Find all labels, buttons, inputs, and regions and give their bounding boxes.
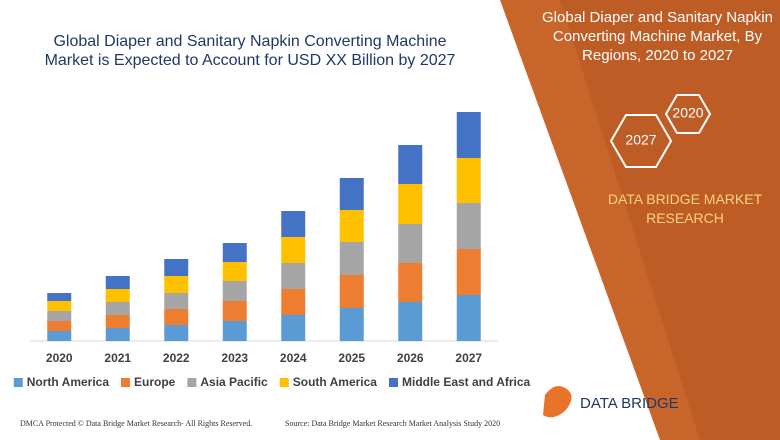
bar-segment: [281, 289, 306, 315]
panel-title: Global Diaper and Sanitary Napkin Conver…: [542, 9, 773, 64]
bar-segment: [105, 289, 130, 302]
hexagon-label: 2020: [672, 105, 703, 121]
bar-segment: [398, 263, 423, 302]
logo-icon: [543, 386, 572, 418]
bar-segment: [164, 309, 189, 325]
x-tick-label: 2023: [221, 351, 248, 365]
bar-segment: [164, 293, 189, 309]
legend-swatch: [13, 378, 23, 387]
bar-segment: [164, 276, 189, 293]
bar-segment: [47, 301, 72, 311]
bar-segment: [47, 321, 72, 331]
x-tick-label: 2024: [280, 351, 307, 365]
bar-segment: [456, 112, 481, 158]
bar-segment: [105, 302, 130, 315]
hexagon: [664, 94, 712, 134]
logo-text: DATA BRIDGE: [580, 395, 679, 412]
bar-segment: [164, 259, 189, 276]
chart-title: Global Diaper and Sanitary Napkin Conver…: [44, 33, 456, 69]
brand: DATA BRIDGE MARKET RESEARCH: [607, 191, 763, 226]
bar-segment: [105, 315, 130, 328]
bar-segment: [456, 158, 481, 203]
legend-swatch: [187, 378, 197, 387]
bar-segment: [456, 203, 481, 249]
footer-left: DMCA Protected © Data Bridge Market Rese…: [20, 419, 252, 428]
bar-segment: [398, 224, 423, 263]
legend-label: North America: [27, 375, 110, 389]
legend-label: Europe: [134, 375, 176, 389]
hexagon: [609, 114, 673, 168]
bar-segment: [222, 301, 247, 321]
legend-label: South America: [293, 375, 378, 389]
bar-segment: [398, 302, 423, 341]
legend-swatch: [388, 378, 398, 387]
x-tick-label: 2022: [163, 351, 190, 365]
bar-segment: [339, 242, 364, 275]
bar-segment: [281, 263, 306, 289]
footer-source: Source: Data Bridge Market Research Mark…: [285, 419, 500, 428]
bar-segment: [339, 275, 364, 308]
bar-segment: [105, 276, 130, 289]
bar-segment: [222, 262, 247, 281]
bar-segment: [47, 331, 72, 341]
bar-segment: [222, 321, 247, 341]
bar-segment: [339, 210, 364, 242]
legend-swatch: [121, 378, 131, 387]
bar-segment: [456, 295, 481, 341]
legend-label: Asia Pacific: [200, 375, 268, 389]
bar-segment: [281, 315, 306, 341]
legend-swatch: [279, 378, 289, 387]
bar-segment: [281, 211, 306, 237]
bar-segment: [398, 184, 423, 224]
bar-segment: [339, 178, 364, 210]
hexagon-label: 2027: [625, 132, 656, 148]
bar-segment: [222, 243, 247, 262]
x-tick-label: 2027: [455, 351, 482, 365]
bar-segment: [105, 328, 130, 341]
x-tick-label: 2021: [104, 351, 131, 365]
bar-segment: [456, 249, 481, 295]
x-tick-label: 2025: [338, 351, 365, 365]
bar-segment: [398, 145, 423, 184]
x-tick-label: 2020: [46, 351, 73, 365]
bar-segment: [222, 281, 247, 301]
side-panel-shade: [560, 0, 780, 440]
bar-segment: [339, 308, 364, 341]
bar-segment: [164, 325, 189, 341]
bar-segment: [281, 237, 306, 263]
bar-segment: [47, 293, 72, 301]
bar-segment: [47, 311, 72, 321]
x-tick-label: 2026: [397, 351, 424, 365]
legend-label: Middle East and Africa: [402, 375, 531, 389]
